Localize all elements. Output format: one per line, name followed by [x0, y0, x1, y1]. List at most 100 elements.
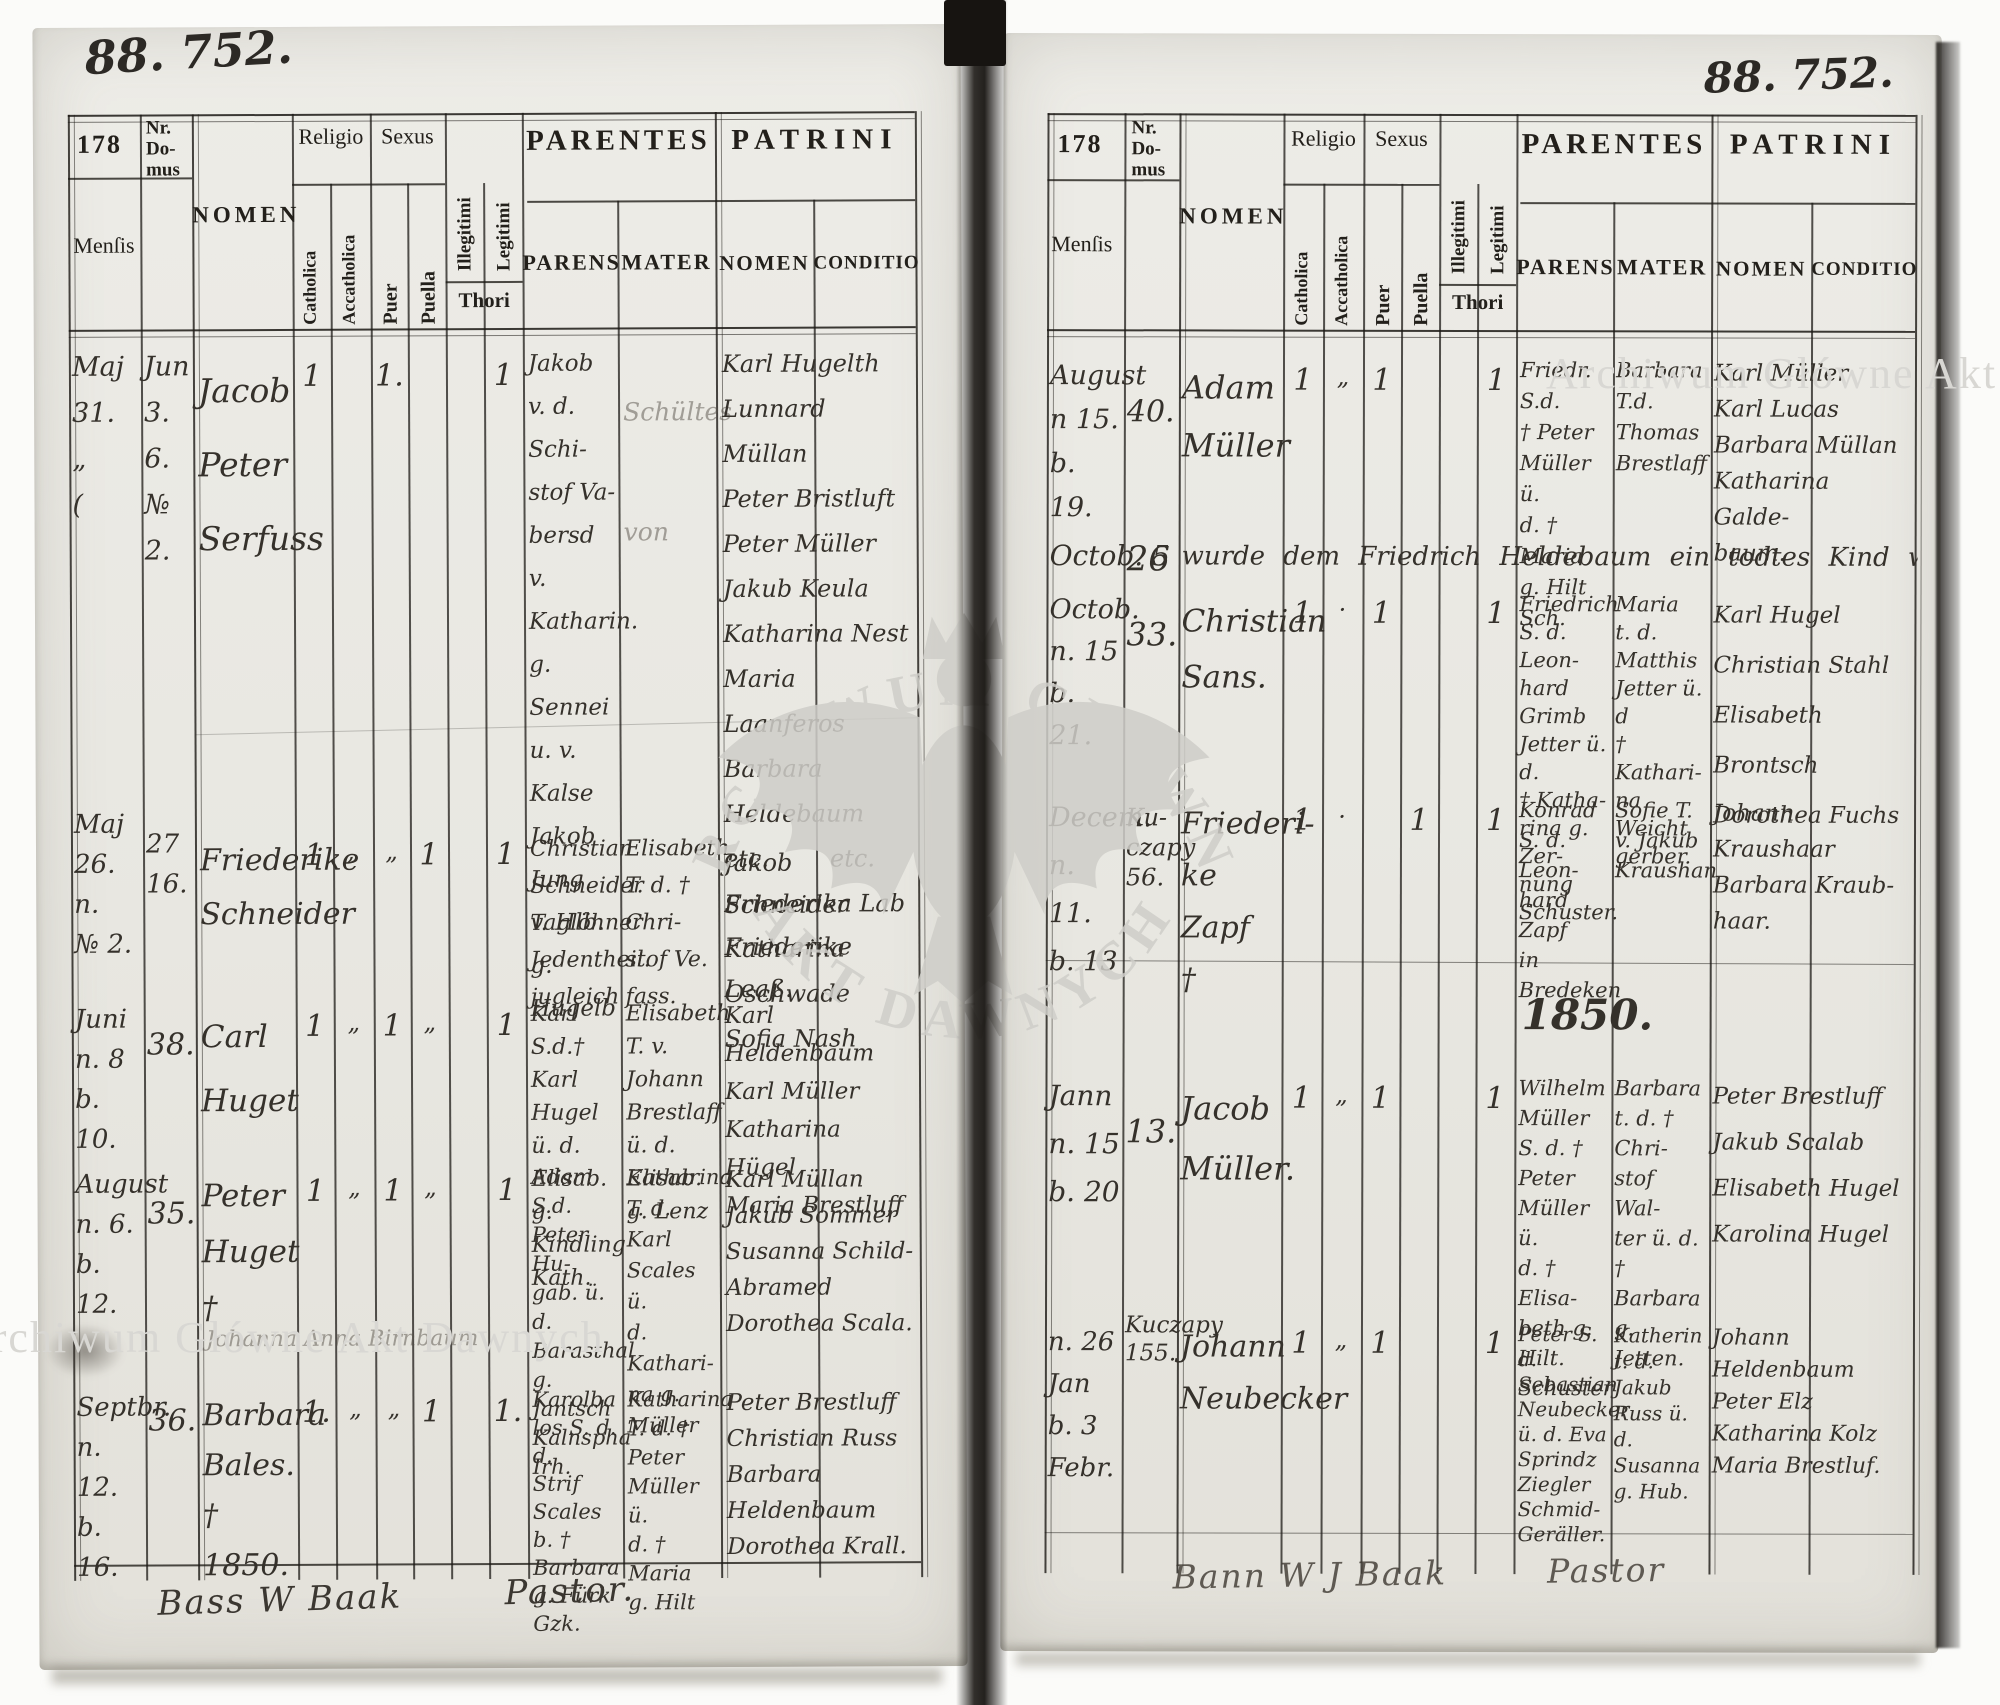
entry-catholica-mark: 1	[1291, 1080, 1312, 1116]
register-row: Maj 31. „ ( Jun 3. 6. № 2. Jacob Peter S…	[34, 341, 962, 1053]
entry-legitimi-mark: 1	[497, 1172, 517, 1209]
col-header-legitimi: Legitimi	[1487, 205, 1509, 275]
entry-name: Johann Neubecker	[1179, 1329, 1348, 1417]
folio-note: 88. 752.	[1702, 47, 1895, 103]
col-header-parens: PARENS	[1516, 254, 1615, 280]
col-header-religio: Religio	[298, 123, 364, 149]
entry-puer-mark: 1	[1372, 362, 1392, 398]
col-header-illegitimi: Illegitimi	[454, 197, 476, 272]
entry-legitimi-mark: 1	[496, 1007, 516, 1044]
entry-catholica-mark: 1	[305, 1008, 325, 1044]
col-header-patrini: PATRINI	[1729, 128, 1898, 161]
entry-accatholica-mark: ·	[1338, 595, 1347, 624]
folio-note: 88. 752.	[83, 19, 294, 86]
col-header-nomen: NOMEN	[192, 201, 301, 228]
entry-puella-mark: „	[423, 1008, 437, 1037]
entry-mater: Sofie T. v. Jakub Kraushan	[1614, 798, 1718, 883]
table-rule	[292, 183, 446, 186]
entry-mater: Katherin t. d. Jakub Russ ü. d. Susanna …	[1613, 1323, 1703, 1504]
entry-house-number: 40.	[1126, 394, 1175, 430]
col-header-mater: MATER	[621, 249, 712, 275]
entry-catholica-mark: 1	[302, 358, 322, 394]
page-bottom-shadow	[52, 1668, 942, 1684]
entry-name: Carl Huget	[200, 1019, 299, 1120]
register-row: n. 26 Jan b. 3 Febr. Kuczapy 155. Johann…	[1001, 1312, 1939, 1546]
col-header-nr-domus: Nr. Do- mus	[1131, 117, 1166, 181]
col-header-puer: Puer	[1372, 284, 1395, 326]
column-rule	[407, 183, 416, 1580]
entry-puella-mark: 1	[421, 1394, 442, 1430]
entry-patrini: Peter Brestluff Christian Russ Barbara H…	[726, 1389, 907, 1561]
col-header-parentes: PARENTES	[1521, 128, 1707, 161]
year-heading: 1850.	[1521, 990, 1654, 1040]
table-rule	[1047, 329, 1916, 339]
entry-catholica-mark: 1	[1292, 802, 1312, 838]
entry-puer-mark: 1	[1371, 595, 1392, 631]
col-header-nr-domus: Nr. Do- mus	[145, 117, 180, 181]
archive-watermark-text: Archiwum Główne Akt Dawnych	[0, 1313, 605, 1362]
col-header-thori: Thori	[1451, 289, 1504, 315]
entry-stillbirth-note: wurde dem Friedrich Heldebaum ein todtes…	[1181, 541, 1918, 573]
entry-mensis: August n. 6. b. 12.	[75, 1169, 169, 1320]
binding-top-block	[944, 0, 1006, 66]
entry-accatholica-mark: „	[1336, 362, 1350, 391]
entry-catholica-mark: 1	[304, 837, 324, 873]
entry-house-number: 38.	[146, 1027, 195, 1063]
col-header-catholica: Catholica	[1291, 251, 1312, 326]
entry-puer-mark: 1.	[375, 358, 404, 394]
register-row: Septbr. n. 12. b. 16. 36. Barbara Bales.…	[38, 1384, 966, 1636]
entry-accatholica-mark: „	[349, 1394, 362, 1423]
col-header-catholica: Catholica	[299, 250, 320, 325]
entry-puella-mark: 1	[1409, 802, 1429, 838]
entry-legitimi-mark: 1	[1485, 803, 1506, 839]
table-rule	[1047, 113, 1916, 123]
entry-name: Friederike Schneider	[199, 842, 360, 933]
entry-parens: Christian Schneider Taglöhner Jedentheil…	[529, 836, 651, 1010]
entry-legitimi-mark: 1	[1485, 1081, 1505, 1117]
entry-accatholica-mark: „	[1335, 1080, 1348, 1109]
col-header-mater: MATER	[1617, 254, 1708, 280]
col-header-parens: PARENS	[522, 249, 621, 275]
col-header-mensis: Menſis	[1051, 231, 1113, 257]
col-header-puella: Puella	[417, 270, 440, 325]
col-header-conditio: CONDITIO	[1811, 258, 1918, 280]
entry-parens: Konrad S. d. Leon- hard Zapf in Bredeken	[1518, 798, 1622, 1003]
col-header-legitimi: Legitimi	[493, 202, 515, 272]
entry-legitimi-mark: 1	[1486, 363, 1507, 399]
page-edge-right	[1936, 42, 1960, 1648]
entry-accatholica-mark: „	[348, 1173, 361, 1202]
entry-puer-mark: 1	[383, 1173, 403, 1209]
entry-puer-mark: „	[387, 1394, 401, 1423]
entry-patrini: Karl Müllan Jakub Sommer Susanna Schild-…	[725, 1166, 914, 1338]
col-header-accatholica: Accatholica	[338, 234, 359, 325]
entry-puer-mark: „	[385, 837, 398, 866]
entry-mensis: Septbr. n. 12. b. 16.	[76, 1392, 172, 1583]
entry-house-number: 36.	[148, 1403, 197, 1439]
entry-name: Barbara Bales. † 1850.	[202, 1397, 327, 1584]
entry-puer-mark: 1	[382, 1008, 402, 1044]
entry-house-number: 35.	[147, 1196, 196, 1232]
page-number: 178	[76, 129, 122, 159]
col-header-religio: Religio	[1291, 125, 1356, 151]
entry-mensis: Maj 26. n. № 2.	[73, 809, 133, 960]
entry-house-number: Kuczapy 155.	[1124, 1312, 1223, 1367]
entry-legitimi-mark: 1	[495, 836, 516, 873]
col-header-sexus: Sexus	[381, 123, 434, 149]
col-header-illegitimi: Illegitimi	[1448, 200, 1470, 274]
entry-mensis: Juni n. 8 b. 10.	[74, 1004, 128, 1155]
entry-accatholica-mark: ·	[1338, 802, 1346, 831]
pastor-signature: Bann W J Baak Pastor	[1172, 1549, 1666, 1597]
entry-accatholica-mark: „	[1334, 1325, 1348, 1354]
register-row: August n. 6. b. 12. 35. Peter Huget † 1 …	[37, 1161, 965, 1479]
entry-catholica-mark: 1	[305, 1173, 326, 1209]
entry-accatholica-mark: „	[347, 1008, 361, 1037]
col-header-puella: Puella	[1410, 272, 1433, 326]
entry-catholica-mark: 1.	[302, 1394, 331, 1430]
page-bottom-shadow	[1016, 1652, 1920, 1666]
entry-legitimi-mark: 1.	[493, 1393, 523, 1430]
entry-accatholica-mark: „	[346, 837, 360, 866]
entry-patrini: Johann Kraushaar Barbara Kraub- haar.	[1712, 800, 1895, 935]
archive-watermark-text: Archiwum Główne Akt Dawnych	[1546, 349, 2000, 398]
col-header-thori: Thori	[458, 287, 510, 313]
